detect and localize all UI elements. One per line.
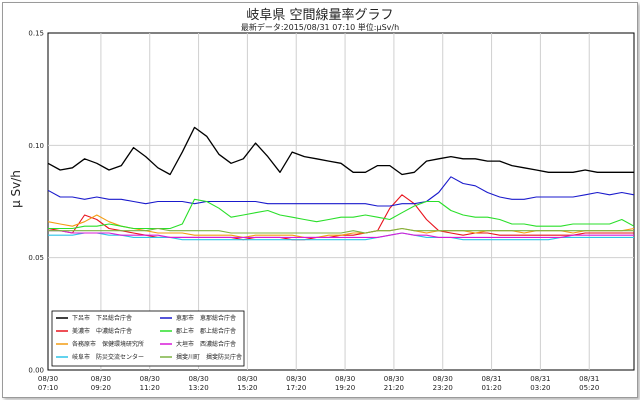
legend-label: 下呂市 下呂総合庁舎 xyxy=(72,314,132,322)
x-tick-time: 07:10 xyxy=(38,384,58,392)
x-tick-time: 17:20 xyxy=(286,384,306,392)
series-line xyxy=(48,230,634,238)
x-tick-date: 08/30 xyxy=(384,375,404,383)
series-line xyxy=(48,227,634,234)
x-tick-time: 19:20 xyxy=(335,384,355,392)
x-tick-time: 13:20 xyxy=(188,384,208,392)
y-tick-label: 0.15 xyxy=(28,30,44,38)
legend-label: 揖斐川町 揖斐防災庁舎 xyxy=(176,353,242,361)
x-tick-date: 08/31 xyxy=(481,375,501,383)
legend-label: 岐阜市 防災交流センター xyxy=(72,353,144,361)
series-line xyxy=(47,126,634,176)
x-tick-time: 05:20 xyxy=(579,384,599,392)
x-ticks: 08/3007:1008/3009:2008/3011:2008/3013:20… xyxy=(38,375,599,392)
series-line xyxy=(48,198,635,230)
series-line xyxy=(47,176,635,207)
legend-label: 恵那市 恵那総合庁舎 xyxy=(176,314,236,322)
x-tick-time: 21:20 xyxy=(384,384,404,392)
chart-title: 岐阜県 空間線量率グラフ xyxy=(246,8,394,23)
x-tick-date: 08/30 xyxy=(140,375,160,383)
legend-label: 美濃市 中濃総合庁舎 xyxy=(72,327,132,335)
x-tick-date: 08/30 xyxy=(38,375,58,383)
x-tick-date: 08/30 xyxy=(433,375,453,383)
series-lines xyxy=(47,126,635,241)
legend-box xyxy=(51,310,245,367)
x-tick-date: 08/30 xyxy=(91,375,111,383)
y-tick-label: 0.10 xyxy=(28,142,44,150)
x-tick-time: 01:20 xyxy=(481,384,501,392)
y-ticks: 0.00 0.05 0.10 0.15 xyxy=(28,30,44,375)
x-tick-date: 08/30 xyxy=(335,375,355,383)
y-tick-label: 0.00 xyxy=(28,367,44,375)
legend-label: 各務原市 保健環境研究所 xyxy=(72,340,144,348)
series-line xyxy=(48,232,634,241)
x-tick-date: 08/31 xyxy=(579,375,599,383)
y-tick-label: 0.05 xyxy=(28,254,44,262)
x-tick-time: 15:20 xyxy=(237,384,257,392)
chart-subtitle: 最新データ:2015/08/31 07:10 単位:μSv/h xyxy=(240,23,400,32)
x-tick-time: 23:20 xyxy=(433,384,453,392)
x-tick-time: 03:20 xyxy=(530,384,550,392)
legend-label: 郡上市 郡上総合庁舎 xyxy=(176,327,236,335)
x-tick-date: 08/30 xyxy=(286,375,306,383)
x-tick-date: 08/30 xyxy=(188,375,208,383)
x-tick-date: 08/30 xyxy=(237,375,257,383)
x-tick-time: 11:20 xyxy=(140,384,160,392)
x-tick-time: 09:20 xyxy=(91,384,111,392)
legend-label: 大垣市 西濃総合庁舎 xyxy=(176,340,236,348)
x-tick-date: 08/31 xyxy=(530,375,550,383)
